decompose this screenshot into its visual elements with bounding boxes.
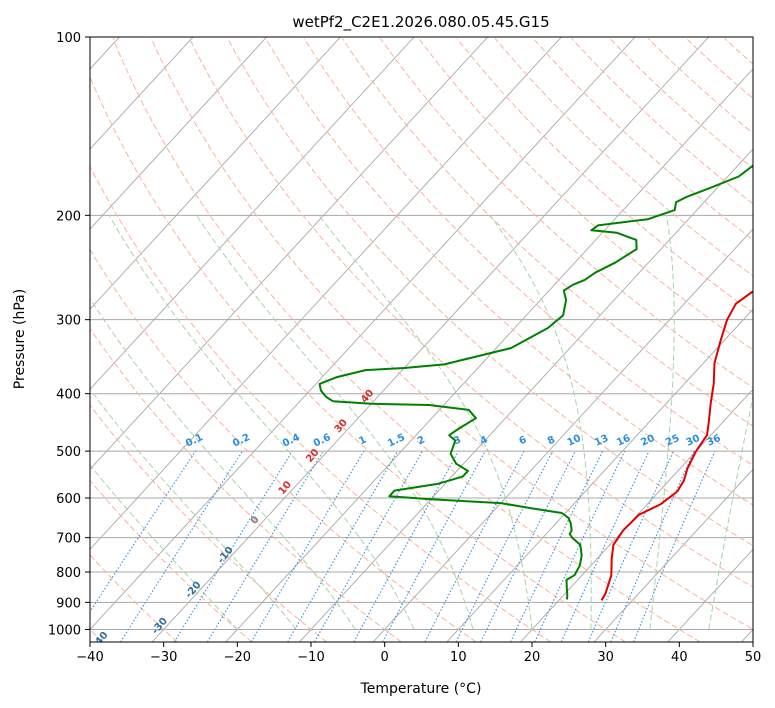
mixing-ratio-label: 2 (416, 434, 427, 447)
dry-adiabat-line (112, 38, 701, 642)
plot-layer: 0.10.20.40.611.52346810131620253036-100-… (90, 37, 753, 642)
x-tick-label: −20 (224, 650, 251, 665)
dry-adiabat-line (90, 75, 626, 642)
x-tick-label: 50 (745, 650, 762, 665)
isotherm-line (299, 148, 753, 642)
x-tick-label: −40 (76, 650, 103, 665)
isotherm-line (90, 37, 562, 551)
y-tick-label: 500 (56, 445, 81, 460)
isotherm-line (593, 468, 753, 642)
mixing-ratio-line (173, 450, 293, 642)
mixing-ratio-label: 20 (639, 433, 656, 449)
y-tick-label: 1000 (48, 623, 81, 638)
mixing-ratio-label: 16 (615, 433, 632, 449)
dry-adiabat-line (90, 165, 552, 642)
moist-adiabat-line (708, 393, 753, 630)
dry-adiabat-line (609, 38, 753, 169)
y-tick-label: 800 (56, 566, 81, 581)
background-lines (90, 37, 753, 642)
mixing-ratio-line (455, 450, 554, 642)
x-tick-label: 40 (671, 650, 688, 665)
mixing-ratio-line (534, 450, 626, 642)
y-axis-label: Pressure (hPa) (12, 289, 28, 389)
mixing-ratio-line (314, 450, 423, 642)
moist-adiabat-line (489, 215, 592, 630)
isotherm-line (520, 388, 753, 642)
mixing-ratio-label: 6 (518, 434, 529, 447)
isotherm-line (446, 308, 753, 642)
moist-adiabat-line (318, 214, 533, 630)
isotherm-line (90, 37, 341, 310)
dry-adiabat-line (418, 38, 753, 351)
temperature-line (600, 290, 753, 601)
isotherm-line (90, 37, 194, 150)
moist-adiabat-line (196, 215, 474, 630)
x-tick-label: 30 (597, 650, 614, 665)
y-tick-label: 600 (56, 492, 81, 507)
dry-adiabat-line (90, 404, 328, 642)
mixing-ratio-label: 25 (664, 433, 681, 449)
moist-adiabat-line (90, 388, 297, 630)
dry-adiabat-line (571, 38, 753, 205)
mixing-ratio-line (206, 450, 324, 642)
series-lines (318, 164, 753, 601)
isotherm-line (90, 37, 415, 390)
isotherm-line (372, 228, 753, 642)
dry-adiabat-line (456, 38, 753, 314)
dry-adiabat-line (189, 38, 753, 588)
x-tick-label: −30 (150, 650, 177, 665)
isotherm-line (90, 37, 636, 631)
y-tick-label: 300 (56, 314, 81, 329)
y-tick-label: 200 (56, 209, 81, 224)
axis-ticks: −40 −30 −20 −10 0 10 20 30 40 50 100 200 300 400 500 60… (48, 31, 761, 665)
x-tick-label: 10 (450, 650, 467, 665)
plot-frame (89, 36, 754, 643)
isotherm-line (225, 68, 753, 642)
y-tick-label: 900 (56, 596, 81, 611)
mixing-ratio-line (90, 450, 197, 613)
isotherm-line (151, 37, 710, 642)
mixing-ratio-label: 36 (705, 433, 722, 449)
isotherm-line (90, 37, 489, 470)
mixing-ratio-line (633, 450, 716, 642)
dry-adiabat-line (150, 38, 753, 631)
x-tick-label: 20 (524, 650, 541, 665)
dry-adiabat-line (303, 38, 753, 466)
moist-adiabat-line (90, 464, 238, 630)
chart-title: wetPf2_C2E1.2026.080.05.45.G15 (292, 13, 549, 32)
mixing-ratio-line (120, 450, 243, 642)
isotherm-line (90, 37, 268, 230)
dry-adiabat-line (227, 38, 753, 547)
mixing-ratio-line (353, 450, 460, 642)
mixing-ratio-label: 3 (452, 434, 463, 447)
mixing-ratio-label: 10 (566, 433, 583, 449)
dry-adiabat-line (533, 38, 753, 241)
dry-adiabat-line (380, 38, 753, 389)
mixing-ratio-line (382, 450, 486, 642)
mixing-ratio-line (424, 450, 525, 642)
dewpoint-line (318, 164, 753, 600)
mixing-ratio-line (560, 450, 650, 642)
mixing-ratio-line (510, 450, 604, 642)
moist-adiabat-line (108, 215, 415, 630)
dry-adiabat-line (90, 479, 253, 642)
x-tick-label: −10 (297, 650, 324, 665)
x-tick-label: 0 (381, 650, 389, 665)
dry-adiabat-line (494, 38, 753, 277)
mixing-ratio-line (610, 450, 695, 642)
x-axis-label: Temperature (°C) (360, 681, 482, 697)
plot-area (90, 37, 753, 642)
mixing-ratio-line (587, 450, 675, 642)
y-tick-label: 400 (56, 388, 81, 403)
mixing-ratio-label: 8 (546, 434, 557, 447)
mixing-ratio-label: 30 (685, 433, 702, 449)
dry-adiabat-line (341, 38, 753, 427)
y-tick-label: 700 (56, 532, 81, 547)
mixing-ratio-label: 13 (593, 433, 610, 449)
mixing-ratio-label: 1 (357, 434, 368, 447)
y-tick-label: 100 (56, 31, 81, 46)
mixing-ratio-label: 4 (479, 434, 490, 447)
